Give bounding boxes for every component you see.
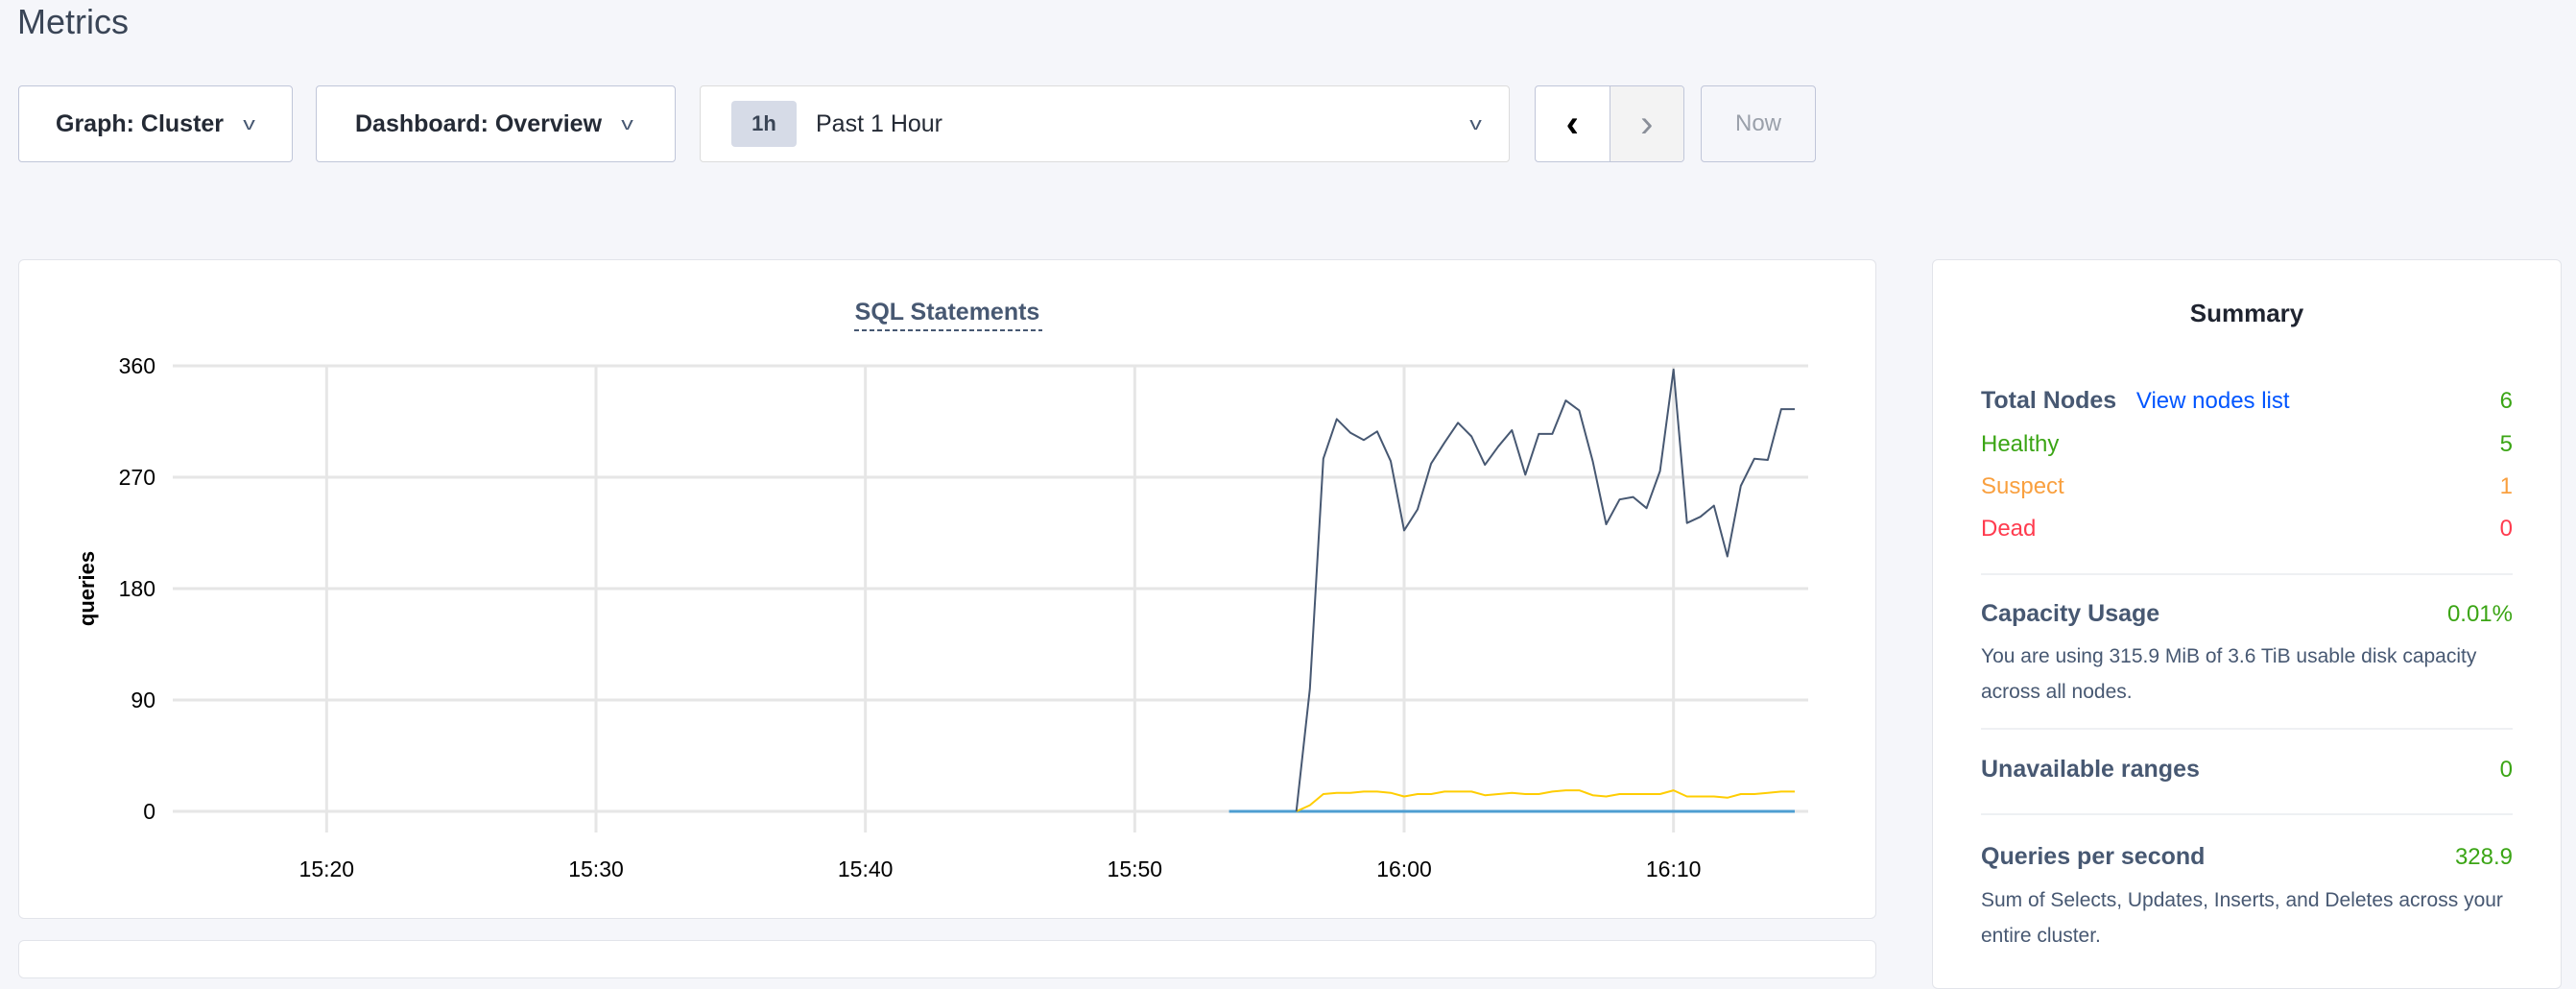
y-tick-label: 90 [131,687,155,712]
dead-label: Dead [1981,516,2037,542]
x-tick-label: 15:20 [299,856,355,881]
dashboard-dropdown[interactable]: Dashboard: Overview v [316,85,676,162]
time-range-dropdown[interactable]: 1h Past 1 Hour v [700,85,1510,162]
x-tick-label: 15:50 [1108,856,1163,881]
queries-per-second-description: Sum of Selects, Updates, Inserts, and De… [1981,889,2503,947]
chevron-down-icon: v [243,113,255,133]
series-line [1296,789,1795,812]
time-range-badge: 1h [731,101,797,147]
y-tick-label: 180 [119,576,155,601]
y-tick-label: 360 [119,353,155,378]
queries-per-second-label: Queries per second [1981,843,2206,870]
total-nodes-value: 6 [2499,388,2513,414]
y-axis-label: queries [75,551,99,626]
healthy-value: 5 [2499,431,2513,457]
x-tick-label: 15:30 [568,856,624,881]
next-chart-card [18,940,1876,978]
view-nodes-list-link[interactable]: View nodes list [2135,388,2290,414]
page-title: Metrics [17,2,129,41]
queries-per-second-value: 328.9 [2454,844,2513,870]
unavailable-ranges-label: Unavailable ranges [1981,756,2200,783]
y-tick-label: 0 [143,799,155,824]
chevron-left-icon[interactable]: ‹ [1536,86,1610,161]
divider [1981,728,2513,730]
divider [1981,573,2513,575]
summary-title: Summary [2189,299,2304,327]
healthy-label: Healthy [1981,431,2060,457]
dead-value: 0 [2499,516,2513,542]
chart-title[interactable]: SQL Statements [855,299,1040,326]
capacity-usage-label: Capacity Usage [1981,600,2160,627]
sql-statements-chart-card: 0 90 180 270 360 15:20 15:30 15:40 15:50 16:00 16:… [18,259,1876,919]
series-line [1295,368,1795,812]
total-nodes-label: Total Nodes [1981,387,2117,414]
sql-statements-chart: 0 90 180 270 360 15:20 15:30 15:40 15:50 16:00 16:… [75,299,1808,881]
capacity-usage-description: You are using 315.9 MiB of 3.6 TiB usabl… [1981,645,2477,703]
dashboard-dropdown-label: Dashboard: Overview [355,109,603,137]
suspect-label: Suspect [1981,473,2064,499]
now-button[interactable]: Now [1701,85,1816,162]
x-tick-label: 16:10 [1646,856,1702,881]
chevron-down-icon: v [621,113,633,133]
capacity-usage-value: 0.01% [2446,601,2513,627]
x-tick-label: 16:00 [1376,856,1432,881]
x-tick-label: 15:40 [838,856,894,881]
chevron-right-icon[interactable]: › [1610,86,1683,161]
divider [1981,813,2513,815]
chevron-down-icon: v [1469,113,1482,133]
time-navigation: ‹ › [1535,85,1684,162]
unavailable-ranges-value: 0 [2499,757,2513,783]
summary-panel: Summary Total Nodes View nodes list 6 He… [1932,259,2562,989]
y-tick-label: 270 [119,465,155,490]
graph-dropdown-label: Graph: Cluster [56,109,225,137]
graph-dropdown[interactable]: Graph: Cluster v [18,85,293,162]
time-range-value: Past 1 Hour [816,109,943,137]
suspect-value: 1 [2499,473,2513,499]
